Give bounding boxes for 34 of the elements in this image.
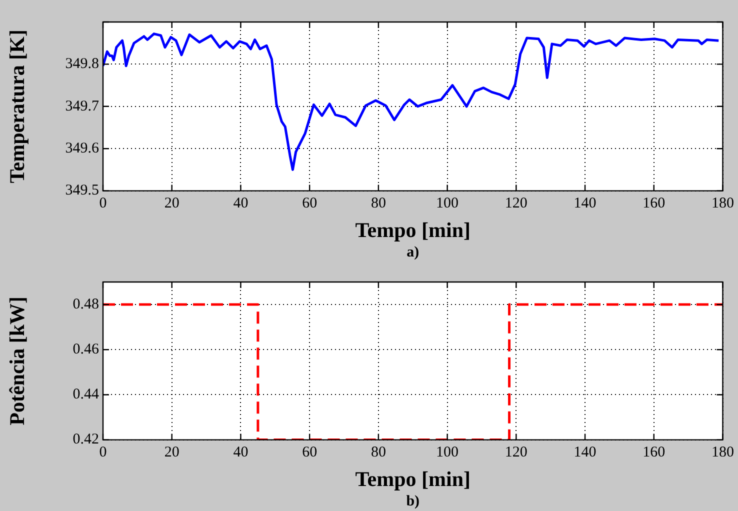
x-tick-label: 100: [436, 444, 459, 461]
x-tick-label: 120: [504, 444, 528, 461]
x-tick-label: 120: [504, 196, 528, 212]
x-tick-label: 0: [99, 444, 107, 461]
y-tick-label: 349.6: [65, 140, 100, 157]
x-tick-label: 60: [302, 444, 318, 461]
y-tick-label: 0.48: [72, 296, 99, 312]
x-tick-label: 40: [233, 444, 248, 461]
x-tick-label: 20: [164, 196, 180, 212]
y-tick-label: 349.8: [65, 56, 99, 72]
y-tick-label: 349.7: [65, 98, 100, 114]
x-tick-label: 100: [436, 196, 459, 212]
y-tick-label: 0.46: [72, 342, 100, 358]
x-axis-title: Tempo [min]: [355, 466, 471, 491]
x-tick-label: 160: [642, 196, 666, 212]
x-tick-label: 80: [370, 196, 386, 212]
y-axis-title: Temperatura [K]: [5, 30, 30, 184]
y-tick-label: 0.42: [72, 432, 99, 448]
x-tick-label: 20: [164, 444, 180, 461]
text: a): [406, 244, 420, 260]
y-tick-label: 0.44: [72, 386, 100, 403]
x-axis-title: Tempo [min]: [355, 218, 471, 242]
x-tick-label: 180: [712, 196, 734, 212]
text: b): [406, 493, 420, 510]
x-tick-label: 160: [642, 444, 666, 461]
y-tick-label: 349.5: [65, 182, 99, 199]
x-tick-label: 60: [302, 196, 318, 212]
x-tick-label: 140: [574, 196, 596, 212]
x-tick-label: 180: [712, 444, 734, 461]
x-tick-label: 140: [574, 444, 596, 461]
y-axis-title: Potência [kW]: [5, 296, 30, 426]
x-tick-label: 80: [370, 444, 386, 461]
x-tick-label: 0: [99, 196, 107, 212]
x-tick-label: 40: [233, 196, 248, 212]
